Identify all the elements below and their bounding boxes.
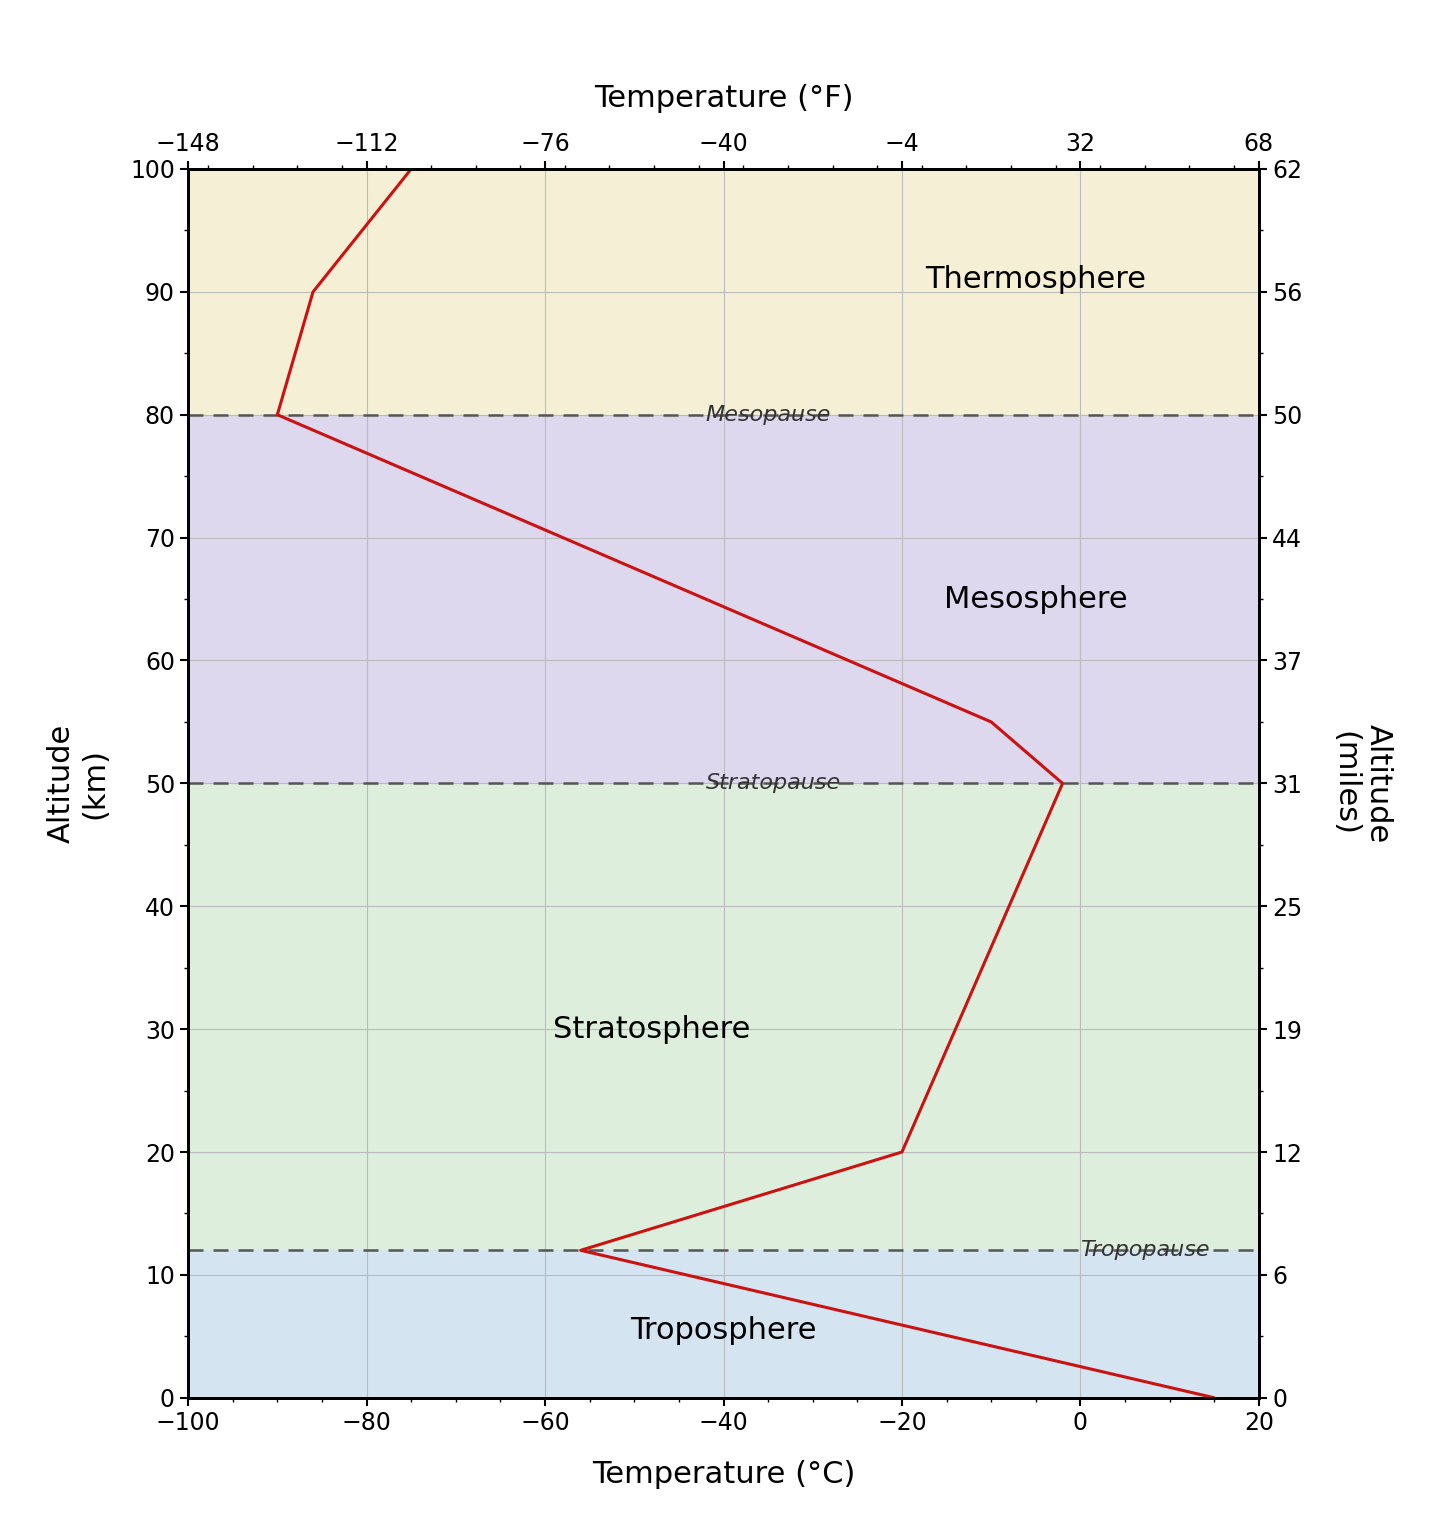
Text: Thermosphere: Thermosphere — [925, 266, 1146, 293]
Bar — [188, 169, 1259, 415]
Y-axis label: Altitude
(km): Altitude (km) — [46, 723, 109, 843]
X-axis label: Temperature (°C): Temperature (°C) — [592, 1459, 855, 1488]
Text: Mesosphere: Mesosphere — [943, 585, 1127, 613]
Text: Tropopause: Tropopause — [1081, 1240, 1210, 1261]
X-axis label: Temperature (°F): Temperature (°F) — [593, 84, 854, 112]
Text: Mesopause: Mesopause — [706, 404, 831, 425]
Text: Stratopause: Stratopause — [706, 773, 841, 794]
Text: Stratosphere: Stratosphere — [553, 1015, 751, 1043]
Bar — [188, 1250, 1259, 1398]
Y-axis label: Altitude
(miles): Altitude (miles) — [1330, 723, 1392, 843]
Bar — [188, 783, 1259, 1250]
Text: Troposphere: Troposphere — [631, 1316, 816, 1344]
Bar — [188, 415, 1259, 783]
